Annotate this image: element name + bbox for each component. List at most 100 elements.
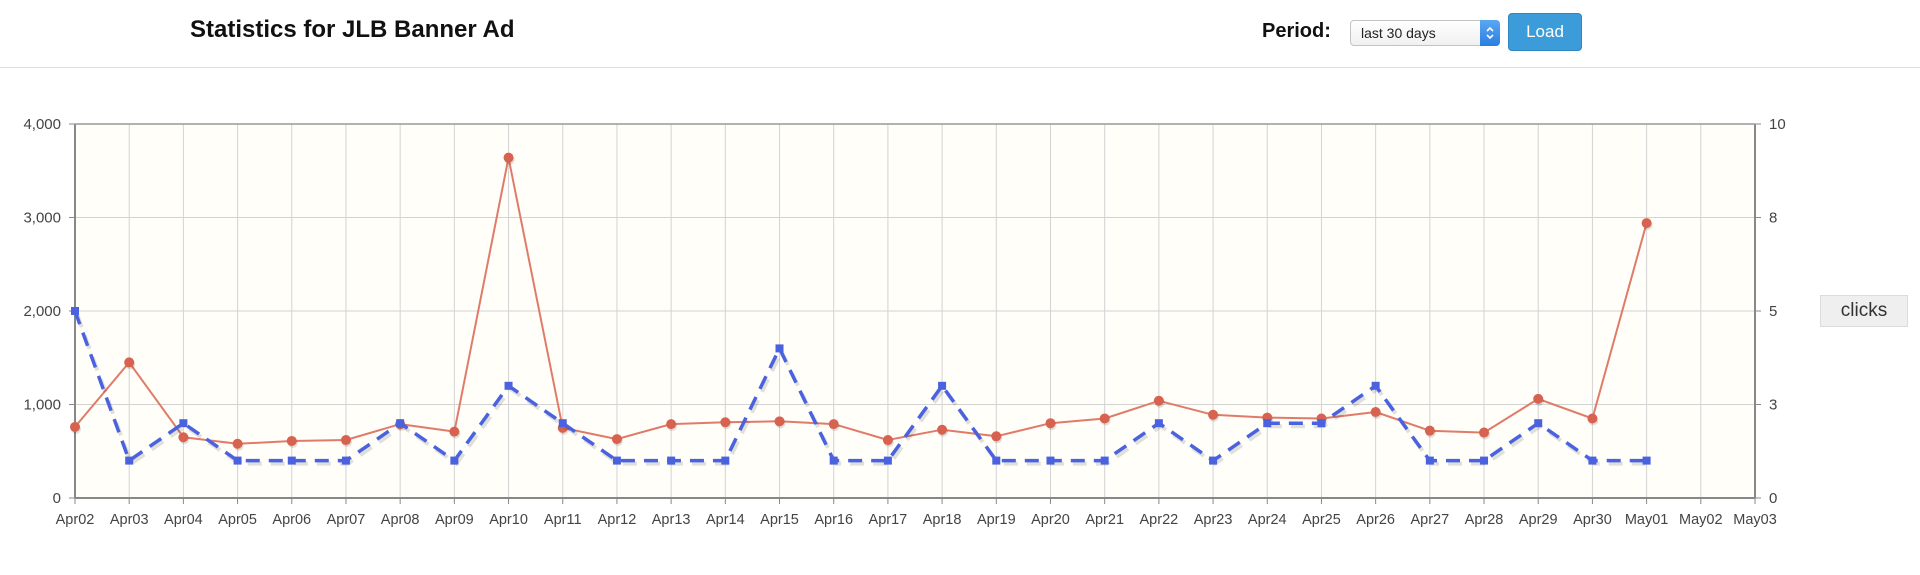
impressions-line — [74, 156, 1648, 445]
x-tick-label: Apr24 — [1248, 512, 1287, 528]
y-left-tick-label: 2,000 — [23, 303, 61, 320]
impressions-point — [1208, 409, 1219, 420]
clicks-line-shadow — [75, 313, 1649, 467]
clicks-point — [71, 307, 79, 315]
period-select-value: last 30 days — [1361, 25, 1436, 41]
impressions-point — [720, 417, 731, 428]
load-button[interactable]: Load — [1508, 13, 1582, 51]
x-tick-label: Apr05 — [218, 512, 257, 528]
clicks-point — [1100, 456, 1109, 465]
x-tick-label: Apr28 — [1465, 512, 1504, 528]
impressions-point — [232, 438, 243, 449]
clicks-point — [341, 456, 350, 465]
clicks-point — [179, 419, 188, 428]
period-select[interactable]: last 30 days — [1350, 20, 1500, 46]
clicks-point — [612, 456, 621, 465]
clicks-point — [1588, 456, 1597, 465]
impressions-point — [1370, 406, 1381, 417]
x-tick-label: Apr19 — [977, 512, 1016, 528]
clicks-point — [1534, 419, 1543, 428]
x-tick-label: Apr04 — [164, 512, 203, 528]
impressions-point — [1641, 218, 1652, 229]
clicks-point — [1480, 456, 1489, 465]
x-tick-label: May03 — [1733, 512, 1777, 528]
x-tick-label: Apr25 — [1302, 512, 1341, 528]
impressions-point — [70, 421, 80, 432]
x-tick-label: Apr02 — [56, 512, 95, 528]
x-tick-label: Apr18 — [923, 512, 962, 528]
select-arrows-icon — [1480, 20, 1500, 46]
impressions-point — [286, 435, 297, 446]
y-right-tick-label: 8 — [1769, 210, 1777, 227]
impressions-point — [1153, 395, 1164, 406]
y-right-tick-label: 3 — [1769, 397, 1777, 414]
x-tick-label: Apr10 — [489, 512, 528, 528]
impressions-point — [991, 431, 1002, 442]
clicks-line — [73, 310, 1647, 463]
impressions-point — [1099, 413, 1110, 424]
y-left-tick-label: 4,000 — [23, 116, 61, 133]
impressions-point — [449, 426, 460, 437]
impressions-point — [1045, 418, 1056, 429]
x-tick-label: Apr12 — [598, 512, 637, 528]
clicks-point — [829, 456, 838, 465]
clicks-point — [504, 381, 513, 390]
x-tick-label: Apr15 — [760, 512, 799, 528]
impressions-point — [1424, 425, 1435, 436]
clicks-point — [396, 419, 405, 428]
clicks-point — [1263, 419, 1272, 428]
x-tick-label: Apr20 — [1031, 512, 1070, 528]
y-right-tick-label: 0 — [1769, 490, 1777, 507]
x-tick-label: Apr13 — [652, 512, 691, 528]
x-tick-label: Apr23 — [1194, 512, 1233, 528]
impressions-point — [1479, 427, 1490, 438]
x-tick-label: Apr14 — [706, 512, 745, 528]
clicks-point — [125, 456, 134, 465]
impressions-point — [666, 419, 677, 430]
period-label: Period: — [1262, 20, 1331, 42]
x-tick-label: Apr08 — [381, 512, 420, 528]
y-left-tick-label: 0 — [53, 490, 61, 507]
y-left-tick-label: 1,000 — [23, 397, 61, 414]
clicks-point — [558, 419, 567, 428]
x-tick-label: Apr21 — [1085, 512, 1124, 528]
clicks-point — [233, 456, 242, 465]
clicks-point — [992, 456, 1001, 465]
clicks-point — [1425, 456, 1434, 465]
x-tick-label: May02 — [1679, 512, 1723, 528]
clicks-point — [775, 344, 784, 353]
clicks-point — [1209, 456, 1218, 465]
x-tick-label: Apr03 — [110, 512, 149, 528]
clicks-point — [287, 456, 296, 465]
clicks-point — [721, 456, 730, 465]
impressions-point — [1587, 413, 1598, 424]
page-title: Statistics for JLB Banner Ad — [190, 16, 515, 43]
impressions-point — [882, 435, 893, 446]
legend-clicks[interactable]: clicks — [1820, 295, 1908, 327]
impressions-point — [340, 435, 351, 446]
clicks-point — [1317, 419, 1326, 428]
y-right-tick-label: 10 — [1769, 116, 1786, 133]
clicks-point — [1642, 456, 1651, 465]
x-tick-label: Apr17 — [869, 512, 908, 528]
header-bar: Statistics for JLB Banner Ad Period: las… — [0, 0, 1920, 68]
x-tick-label: May01 — [1625, 512, 1669, 528]
impressions-point — [503, 152, 514, 163]
x-tick-label: Apr06 — [272, 512, 311, 528]
clicks-point — [938, 381, 947, 390]
clicks-point — [1046, 456, 1055, 465]
clicks-point — [883, 456, 892, 465]
clicks-point — [667, 456, 676, 465]
x-tick-label: Apr27 — [1410, 512, 1449, 528]
clicks-point — [1371, 381, 1380, 390]
x-tick-label: Apr30 — [1573, 512, 1612, 528]
x-tick-label: Apr07 — [327, 512, 366, 528]
x-tick-label: Apr09 — [435, 512, 474, 528]
clicks-point — [450, 456, 459, 465]
x-tick-label: Apr22 — [1140, 512, 1179, 528]
impressions-point — [611, 434, 622, 445]
impressions-point — [178, 432, 189, 443]
impressions-point — [774, 416, 785, 427]
y-left-tick-label: 3,000 — [23, 210, 61, 227]
impressions-point — [828, 419, 839, 430]
